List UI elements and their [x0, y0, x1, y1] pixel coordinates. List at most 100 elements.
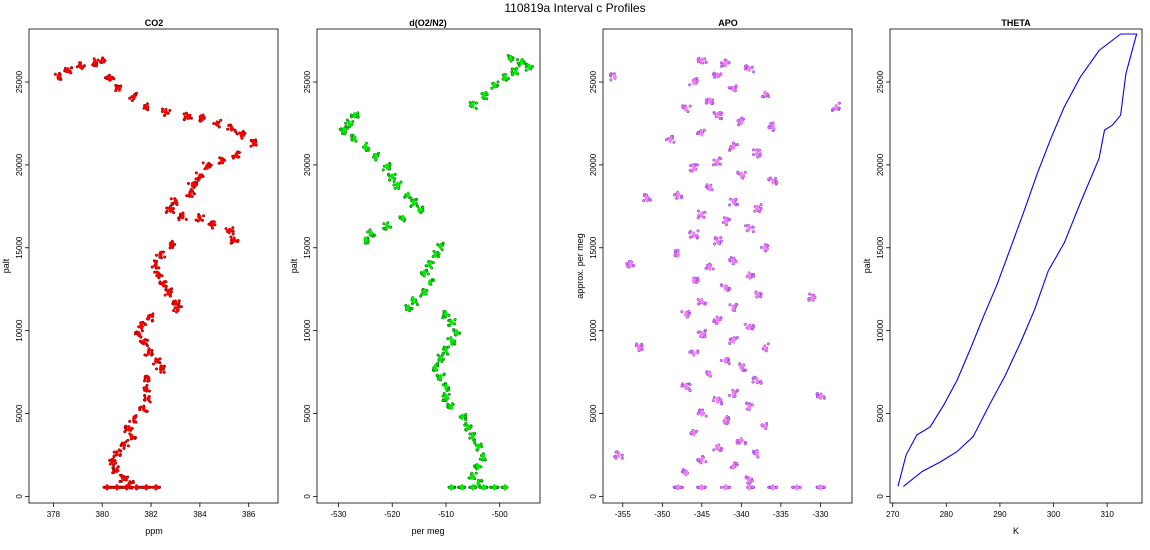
do2n2-data-cluster [401, 214, 405, 222]
co2-data-cluster [159, 251, 163, 258]
co2-data-point [249, 144, 253, 148]
co2-data-cluster [105, 484, 109, 491]
apo-data-point [680, 196, 684, 200]
co2-data-point [147, 389, 152, 393]
co2-data-point [139, 335, 143, 339]
apo-data-point [688, 231, 692, 235]
apo-ytick-label: 20000 [589, 153, 598, 176]
apo-data-point [719, 239, 724, 243]
do2n2-data-point [431, 261, 435, 265]
do2n2-data-point [367, 146, 371, 151]
co2-data-point [231, 226, 235, 230]
co2-data-point [202, 214, 206, 218]
co2-data-cluster [215, 120, 219, 127]
co2-data-cluster [115, 466, 119, 474]
apo-data-point [686, 110, 690, 114]
apo-xtick-label: -355 [615, 510, 632, 519]
co2-data-cluster [115, 484, 119, 491]
do2n2-data-cluster [417, 206, 421, 213]
apo-data-cluster [763, 90, 767, 97]
do2n2-data-point [468, 432, 472, 436]
co2-data-cluster [229, 125, 234, 132]
apo-data-cluster [818, 484, 823, 491]
apo-data-cluster [684, 383, 688, 391]
co2-title: CO2 [145, 18, 164, 28]
do2n2-data-point [349, 133, 353, 137]
do2n2-data-cluster [411, 297, 416, 304]
apo-data-point [719, 64, 724, 68]
apo-ytick-label: 10000 [589, 319, 598, 342]
co2-data-point [126, 475, 130, 479]
do2n2-data-cluster [476, 463, 481, 470]
do2n2-data-point [373, 233, 377, 237]
apo-data-point [719, 358, 723, 363]
do2n2-xtick-label: -500 [492, 510, 509, 519]
apo-title: APO [718, 18, 738, 28]
apo-data-cluster [700, 130, 704, 137]
apo-data-point [751, 380, 755, 384]
apo-data-cluster [700, 330, 704, 338]
apo-data-point [702, 128, 706, 132]
do2n2-data-cluster [481, 484, 486, 491]
co2-data-point [96, 58, 100, 62]
apo-data-point [726, 421, 730, 425]
apo-data-cluster [818, 393, 823, 401]
apo-data-point [769, 121, 773, 126]
co2-data-point [138, 339, 142, 343]
co2-data-point [158, 281, 162, 285]
co2-data-cluster [220, 156, 224, 164]
theta-ytick-label: 20000 [876, 153, 885, 176]
apo-data-cluster [700, 297, 704, 304]
do2n2-data-point [424, 264, 428, 268]
do2n2-data-point [447, 324, 451, 328]
co2-data-point [236, 238, 240, 242]
co2-data-point [138, 408, 142, 412]
theta-xtick-label: 280 [940, 510, 954, 519]
apo-data-point [673, 253, 677, 257]
do2n2-data-point [473, 441, 477, 445]
co2-data-point [154, 367, 159, 371]
apo-data-cluster [636, 344, 641, 351]
co2-data-point [182, 118, 186, 122]
do2n2-data-point [436, 243, 440, 247]
do2n2-data-point [447, 313, 451, 317]
co2-data-point [145, 338, 150, 342]
co2-data-point [143, 353, 147, 357]
co2-data-cluster [232, 236, 236, 243]
apo-data-cluster [707, 184, 712, 192]
co2-data-cluster [146, 314, 151, 321]
apo-data-point [753, 209, 757, 213]
co2-data-point [196, 178, 200, 182]
apo-data-point [688, 168, 692, 172]
apo-data-cluster [739, 436, 744, 444]
do2n2-data-point [409, 196, 413, 200]
co2-data-cluster [173, 299, 178, 306]
do2n2-data-point [381, 168, 385, 172]
co2-data-cluster [185, 113, 190, 121]
apo-data-cluster [755, 291, 759, 298]
do2n2-marks: -530 -520 -510 -500 0 5000 10000 15000 20000 2500… [303, 28, 541, 519]
do2n2-data-cluster [363, 143, 368, 150]
do2n2-data-cluster [352, 135, 357, 142]
co2-data-cluster [132, 93, 136, 101]
apo-data-cluster [692, 78, 696, 86]
apo-data-cluster [613, 73, 617, 81]
co2-data-point [194, 177, 198, 181]
co2-data-point [128, 96, 132, 100]
co2-data-point [212, 220, 216, 224]
co2-data-point [114, 461, 118, 465]
co2-data-point [194, 183, 198, 187]
apo-data-point [775, 181, 779, 185]
apo-data-point [704, 460, 708, 464]
apo-marks: -355 -350 -345 -340 -335 -330 0 5000 10000 15000 2… [589, 28, 853, 519]
apo-data-point [751, 485, 755, 489]
apo-data-point [751, 230, 755, 234]
co2-data-point [133, 435, 138, 440]
apo-data-point [752, 273, 756, 278]
do2n2-data-point [522, 61, 526, 65]
apo-data-point [768, 176, 772, 180]
do2n2-data-cluster [433, 363, 438, 371]
apo-data-cluster [707, 97, 712, 104]
theta-xtick-label: 290 [993, 510, 1007, 519]
